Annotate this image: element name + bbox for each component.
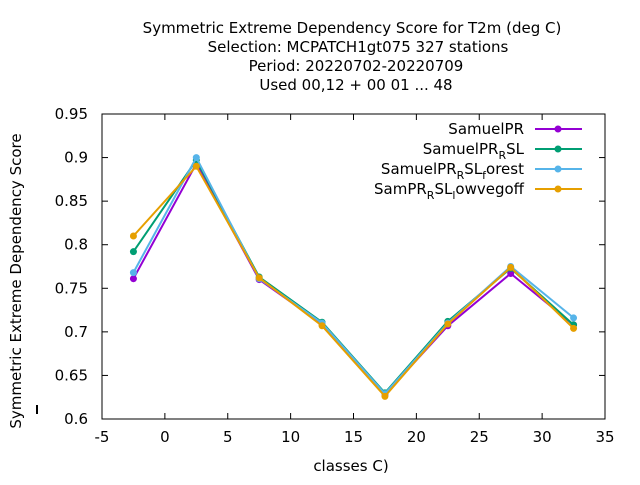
legend-swatch-point xyxy=(554,165,562,173)
data-point xyxy=(129,232,137,240)
x-tick-label: 15 xyxy=(344,428,363,446)
y-tick-label: 0.7 xyxy=(64,323,88,341)
plot-frame xyxy=(101,113,606,420)
y-tick-label: 0.8 xyxy=(64,236,88,254)
chart-title: Symmetric Extreme Dependency Score for T… xyxy=(143,19,562,94)
x-tick-label: 25 xyxy=(470,428,489,446)
data-point xyxy=(444,320,452,328)
legend-swatch-point xyxy=(554,125,562,133)
title-line-3: Period: 20220702-20220709 xyxy=(249,57,464,75)
x-axis: -5 0 5 10 15 20 25 30 35 xyxy=(95,114,615,446)
x-tick-label: 20 xyxy=(407,428,426,446)
title-line-1: Symmetric Extreme Dependency Score for T… xyxy=(143,19,562,37)
data-point xyxy=(255,274,263,282)
y-tick-label: 0.95 xyxy=(55,105,88,123)
y-tick-label: 0.65 xyxy=(55,366,88,384)
x-tick-label: 0 xyxy=(160,428,170,446)
x-tick-label: 10 xyxy=(281,428,300,446)
data-point xyxy=(129,269,137,277)
legend-label: SamuelPRRSLforest xyxy=(381,160,524,182)
legend-label: SamuelPR xyxy=(448,120,524,138)
title-line-4: Used 00,12 + 00 01 ... 48 xyxy=(259,76,452,94)
legend-label: SamPRRSLlowvegoff xyxy=(374,180,525,202)
data-point xyxy=(507,263,515,271)
legend-entry: SamuelPRRSLforest xyxy=(381,160,582,182)
legend-entry: SamuelPR xyxy=(448,120,582,138)
legend: SamuelPR SamuelPRRSLSamuelPRRSLforestSamP… xyxy=(374,120,582,202)
series-layer xyxy=(129,154,578,400)
data-point xyxy=(129,248,137,256)
legend-swatch-point xyxy=(554,145,562,153)
y-tick-label: 0.6 xyxy=(64,410,88,428)
data-point xyxy=(192,162,200,170)
y-axis-label: Symmetric Extreme Dependency Score xyxy=(7,133,25,428)
legend-label: SamuelPRRSL xyxy=(423,140,525,162)
x-axis-label: classes C) xyxy=(313,457,388,475)
x-tick-label: 30 xyxy=(533,428,552,446)
x-tick-label: 5 xyxy=(223,428,233,446)
data-point xyxy=(507,269,515,277)
data-point xyxy=(192,154,200,162)
y-tick-label: 0.75 xyxy=(55,279,88,297)
data-point xyxy=(570,324,578,332)
series-3 xyxy=(129,162,578,400)
series-line xyxy=(132,164,575,398)
data-point xyxy=(381,392,389,400)
x-tick-label: -5 xyxy=(95,428,110,446)
data-point xyxy=(570,314,578,322)
title-line-2: Selection: MCPATCH1gt075 327 stations xyxy=(208,38,509,56)
legend-swatch-point xyxy=(554,185,562,193)
data-point xyxy=(129,275,137,283)
x-tick-label: 35 xyxy=(595,428,614,446)
y-axis: 0.6 0.65 0.7 0.75 0.8 0.85 0.9 0.95 xyxy=(55,105,605,428)
legend-entry: SamPRRSLlowvegoff xyxy=(374,180,582,202)
y-tick-label: 0.9 xyxy=(64,149,88,167)
data-point xyxy=(318,322,326,330)
legend-entry: SamuelPRRSL xyxy=(423,140,582,162)
y-tick-label: 0.85 xyxy=(55,192,88,210)
